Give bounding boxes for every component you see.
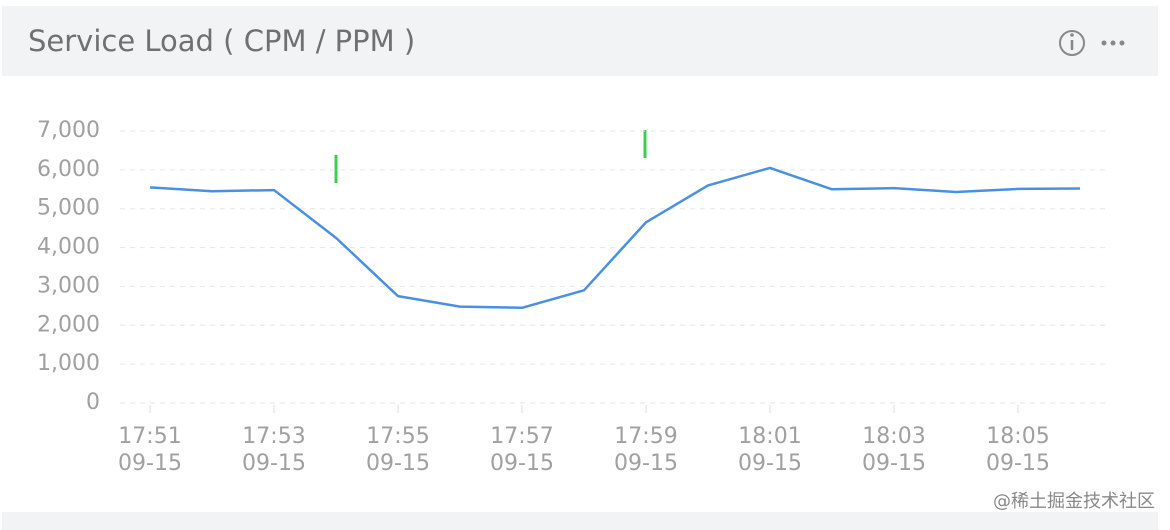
y-tick-label: 0 — [86, 390, 100, 415]
x-tick-label: 09-15 — [614, 451, 678, 476]
y-tick-label: 5,000 — [37, 196, 100, 221]
next-panel-edge — [2, 512, 1158, 530]
x-tick-label: 09-15 — [490, 451, 554, 476]
info-icon[interactable] — [1059, 30, 1085, 56]
y-tick-label: 2,000 — [37, 312, 100, 337]
x-tick-label: 09-15 — [738, 451, 802, 476]
panel-title: Service Load ( CPM / PPM ) — [28, 24, 415, 58]
x-tick-label: 09-15 — [986, 451, 1050, 476]
x-tick-label: 09-15 — [862, 451, 926, 476]
series-line — [149, 166, 1081, 310]
x-tick-label: 09-15 — [242, 451, 306, 476]
x-tick-label: 18:05 — [986, 424, 1049, 449]
panel-header — [2, 6, 1158, 76]
x-tick-label: 18:01 — [738, 424, 801, 449]
watermark: @稀土掘金技术社区 — [993, 491, 1155, 512]
x-tick-label: 17:53 — [242, 424, 305, 449]
y-tick-label: 6,000 — [37, 157, 100, 182]
y-tick-label: 3,000 — [37, 273, 100, 298]
y-tick-label: 1,000 — [37, 351, 100, 376]
x-tick-label: 09-15 — [118, 451, 182, 476]
x-tick-label: 09-15 — [366, 451, 430, 476]
x-tick-label: 17:59 — [614, 424, 677, 449]
x-tick-label: 17:51 — [118, 424, 181, 449]
x-tick-label: 18:03 — [862, 424, 925, 449]
y-tick-label: 7,000 — [37, 118, 100, 143]
x-tick-label: 17:55 — [366, 424, 429, 449]
y-tick-label: 4,000 — [37, 235, 100, 260]
x-tick-label: 17:57 — [490, 424, 553, 449]
more-icon[interactable] — [1101, 40, 1125, 46]
